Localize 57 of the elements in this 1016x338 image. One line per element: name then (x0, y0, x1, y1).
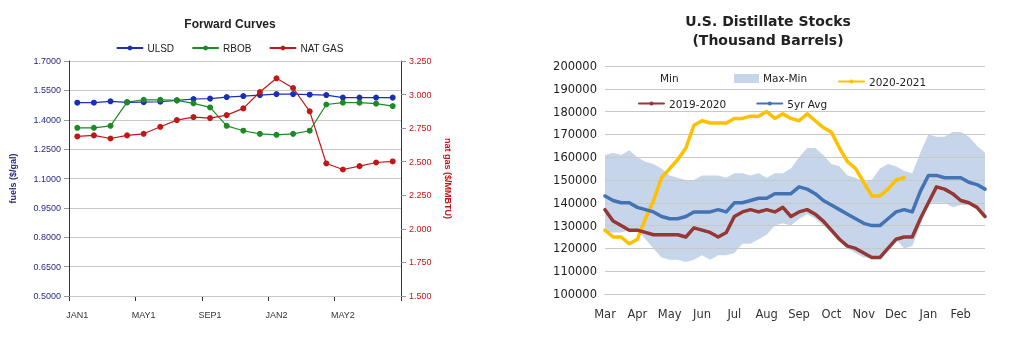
y2-tick-label: 2.000 (409, 223, 432, 234)
y-tick-label: 190000 (553, 81, 597, 96)
y2-tick-label: 3.000 (409, 89, 432, 100)
y-tick-label: 130000 (553, 218, 597, 233)
y-tick-label: 0.8000 (33, 232, 61, 243)
y-tick-label: 0.9500 (33, 202, 61, 213)
x-tick-label: May (657, 307, 682, 321)
x-tick-label: Sep (788, 307, 810, 321)
y2-tick-label: 1.500 (409, 291, 432, 301)
chart-title: Forward Curves (184, 16, 277, 31)
y-tick-label: 1.7000 (33, 56, 61, 66)
annotation: Max-Min (763, 71, 808, 84)
y-tick-label: 150000 (553, 173, 597, 187)
y2-tick-label: 2.750 (409, 123, 432, 134)
y-tick-label: 1.1000 (33, 173, 61, 184)
x-tick-label: JAN2 (265, 309, 288, 320)
x-tick-label: Apr (627, 307, 648, 321)
legend-label: 5yr Avg (787, 97, 828, 110)
y-tick-label: 0.5000 (33, 291, 61, 301)
x-tick-label: Mar (594, 307, 617, 321)
y-tick-label: 160000 (553, 150, 597, 165)
y-tick-label: 180000 (553, 104, 597, 119)
x-tick-label: Jun (692, 307, 712, 321)
y-tick-label: 1.2500 (33, 144, 61, 155)
x-tick-label: SEP1 (198, 309, 222, 320)
x-tick-label: Dec (884, 307, 908, 321)
y-axis-title: fuels ($/gal) (7, 153, 18, 204)
y-tick-label: 0.6500 (33, 261, 61, 272)
x-tick-label: JAN1 (66, 309, 89, 320)
y2-axis-title: nat gas ($/MMBTU) (442, 138, 453, 219)
y2-tick-label: 2.500 (409, 156, 432, 167)
y-tick-label: 1.4000 (33, 114, 61, 125)
x-tick-label: Aug (755, 307, 778, 321)
legend-label: RBOB (223, 42, 252, 54)
legend-label: ULSD (147, 42, 175, 54)
y2-tick-label: 3.250 (409, 56, 432, 66)
x-tick-label: MAY1 (131, 309, 156, 320)
x-tick-label: Oct (821, 307, 842, 321)
x-tick-label: Feb (950, 307, 971, 321)
y2-tick-label: 1.750 (409, 257, 432, 268)
y-tick-label: 110000 (553, 264, 597, 279)
legend-label: 2019-2020 (669, 97, 727, 110)
x-tick-label: MAY2 (330, 309, 355, 320)
y2-tick-label: 2.250 (409, 190, 432, 201)
y-tick-label: 100000 (553, 287, 597, 301)
x-tick-label: Jul (726, 307, 742, 321)
chart-title: U.S. Distillate Stocks (Thousand Barrels) (685, 12, 851, 48)
y-tick-label: 200000 (553, 59, 597, 73)
x-tick-label: Jan (918, 307, 938, 321)
legend-label: NAT GAS (300, 42, 344, 54)
y-tick-label: 1.5500 (33, 85, 61, 96)
y-tick-label: 170000 (553, 127, 597, 142)
annotation: Min (660, 71, 679, 84)
y-tick-label: 120000 (553, 241, 597, 256)
y-tick-label: 140000 (553, 195, 597, 210)
x-tick-label: Nov (852, 307, 876, 321)
legend-label: 2020-2021 (869, 75, 927, 88)
